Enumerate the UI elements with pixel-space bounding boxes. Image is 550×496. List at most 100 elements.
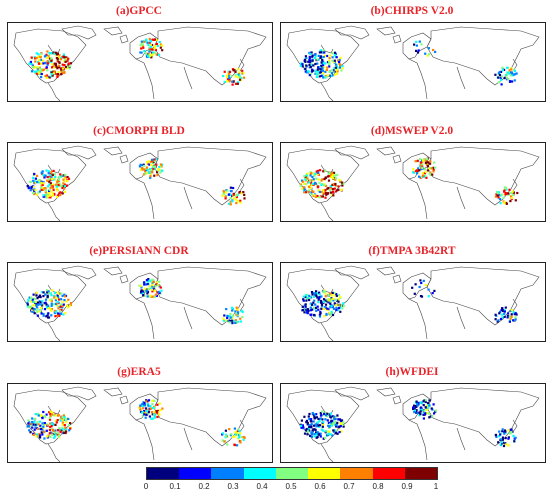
station-marker [147, 411, 150, 414]
station-marker [68, 429, 71, 432]
station-marker [145, 290, 148, 293]
station-marker [303, 415, 306, 418]
station-marker [332, 299, 335, 302]
station-marker [303, 191, 306, 194]
station-marker [224, 433, 228, 436]
station-marker [308, 181, 311, 184]
station-marker [51, 183, 54, 186]
station-marker [334, 63, 338, 66]
station-marker [306, 172, 309, 175]
station-marker [30, 423, 33, 426]
station-marker [61, 416, 64, 419]
station-marker [300, 426, 303, 429]
station-marker [494, 313, 497, 316]
station-marker [48, 51, 51, 55]
station-marker [139, 408, 142, 411]
map-frame [280, 22, 546, 102]
station-marker [317, 301, 320, 304]
station-marker [332, 307, 336, 310]
station-marker [156, 171, 159, 174]
station-marker [502, 196, 505, 199]
station-marker [223, 70, 226, 73]
coastline [320, 202, 334, 221]
station-marker [151, 278, 154, 281]
station-marker [421, 166, 424, 169]
station-marker [504, 430, 507, 433]
station-marker [302, 298, 305, 301]
station-marker [39, 56, 42, 59]
station-marker [56, 314, 59, 317]
station-marker [234, 310, 237, 313]
station-marker [431, 415, 434, 418]
station-marker [157, 168, 160, 171]
station-marker [327, 430, 330, 433]
station-marker [314, 303, 317, 306]
station-marker [54, 414, 57, 417]
station-marker [158, 280, 161, 283]
station-marker [44, 191, 47, 194]
station-marker [47, 172, 50, 175]
station-marker [228, 79, 231, 82]
station-marker [322, 64, 325, 67]
station-marker [318, 420, 321, 423]
station-marker [156, 44, 159, 48]
station-marker [419, 413, 422, 416]
station-marker [500, 75, 503, 78]
coastline [119, 395, 129, 405]
station-marker [427, 288, 430, 291]
coastline [392, 395, 402, 405]
station-marker [57, 71, 60, 74]
station-marker [49, 186, 52, 190]
station-marker [412, 407, 415, 411]
station-marker [318, 181, 321, 184]
station-marker [322, 423, 325, 426]
station-marker [59, 417, 62, 420]
station-marker [302, 299, 305, 302]
station-marker [65, 427, 68, 431]
station-marker [508, 69, 511, 72]
station-marker [141, 414, 144, 417]
station-marker [34, 180, 37, 183]
station-marker [327, 298, 331, 301]
station-marker [41, 422, 44, 425]
station-marker [308, 63, 311, 66]
station-marker [44, 301, 47, 304]
world-map [13, 145, 267, 221]
station-marker [340, 188, 343, 191]
station-marker [63, 416, 66, 419]
station-marker [53, 70, 56, 73]
station-marker [328, 62, 331, 65]
station-marker [56, 60, 59, 63]
station-marker [426, 412, 429, 415]
station-marker [341, 67, 344, 70]
station-marker [307, 430, 310, 433]
station-marker [142, 163, 145, 166]
station-marker [340, 419, 344, 422]
station-marker [428, 404, 431, 407]
station-marker [35, 304, 38, 307]
station-marker [332, 61, 335, 64]
station-marker [426, 165, 430, 168]
station-marker [61, 71, 64, 74]
station-marker [418, 285, 421, 289]
station-marker [500, 193, 503, 196]
station-marker [50, 298, 53, 301]
station-marker [161, 407, 164, 410]
station-marker [46, 176, 49, 179]
station-marker [31, 420, 34, 424]
station-marker [63, 56, 66, 59]
station-marker [34, 71, 37, 74]
station-marker [316, 292, 319, 295]
station-marker [514, 312, 517, 315]
station-marker [64, 426, 67, 429]
coastline [402, 272, 432, 300]
station-marker [331, 291, 334, 294]
station-marker [238, 433, 241, 437]
station-marker [239, 440, 242, 443]
station-marker [49, 299, 52, 302]
station-marker [415, 49, 418, 52]
station-marker [53, 173, 57, 176]
station-marker [222, 319, 225, 322]
station-marker [333, 417, 336, 421]
station-marker [308, 74, 311, 77]
